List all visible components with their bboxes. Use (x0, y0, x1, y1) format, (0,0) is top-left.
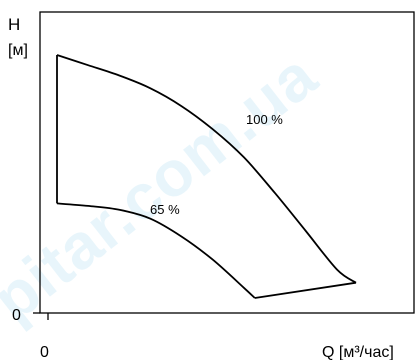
series-label-65: 65 % (150, 202, 180, 217)
y-axis-label-h: H (8, 15, 20, 34)
closing-line (254, 281, 357, 299)
x-axis-label: Q [м³/час] (322, 344, 394, 360)
curves-group (56, 54, 357, 299)
curve-100-percent (56, 54, 357, 284)
curve-65-percent (56, 202, 256, 299)
series-label-100: 100 % (246, 112, 283, 127)
plot-frame (39, 11, 415, 314)
y-axis-label-unit: [м] (8, 42, 28, 59)
x-zero-label: 0 (40, 344, 49, 360)
y-zero-label: 0 (12, 307, 21, 324)
